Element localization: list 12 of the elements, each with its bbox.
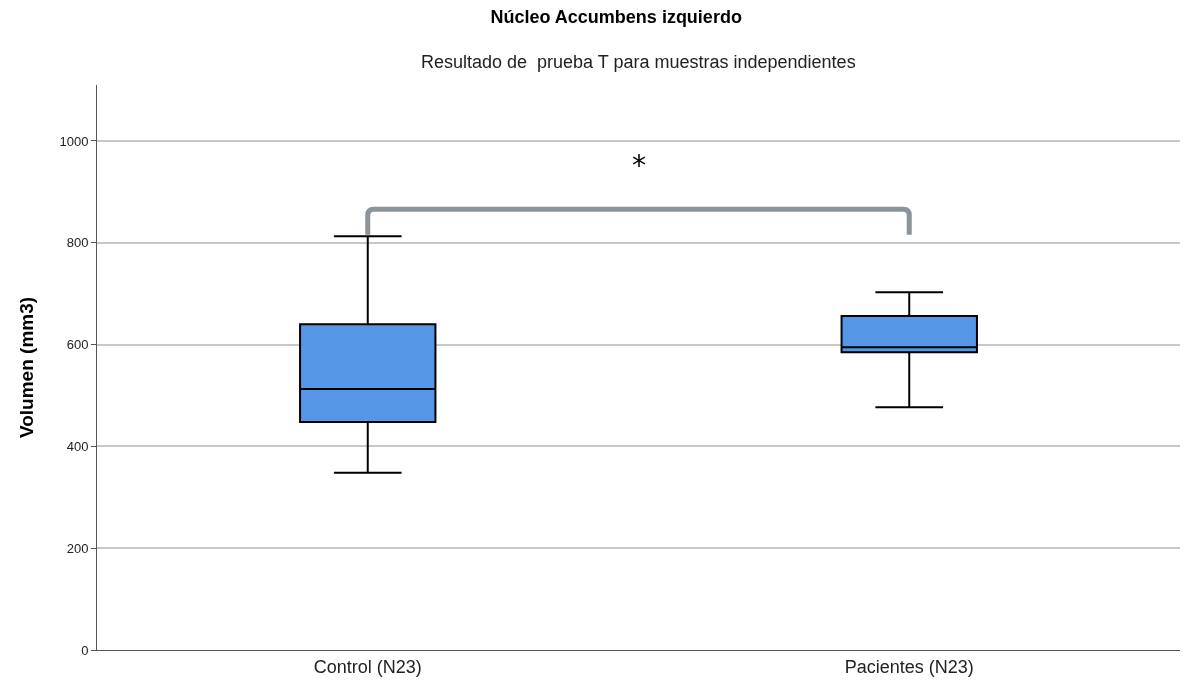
y-tick-label: 200 bbox=[66, 540, 89, 556]
y-tick-label: 400 bbox=[66, 438, 89, 454]
y-tick-label: 1000 bbox=[59, 133, 89, 149]
x-tick-label: Pacientes (N23) bbox=[844, 656, 974, 677]
chart-title: Núcleo Accumbens izquierdo bbox=[490, 6, 742, 27]
y-tick-label: 0 bbox=[81, 642, 89, 658]
chart-subtitle: Resultado de prueba T para muestras independientes bbox=[421, 52, 856, 72]
y-tick-label: 600 bbox=[66, 337, 89, 353]
x-tick-label: Control (N23) bbox=[313, 656, 422, 677]
y-tick-label: 800 bbox=[66, 235, 89, 251]
annotation: * bbox=[632, 149, 646, 182]
y-axis-title: Volumen (mm3) bbox=[16, 296, 38, 439]
